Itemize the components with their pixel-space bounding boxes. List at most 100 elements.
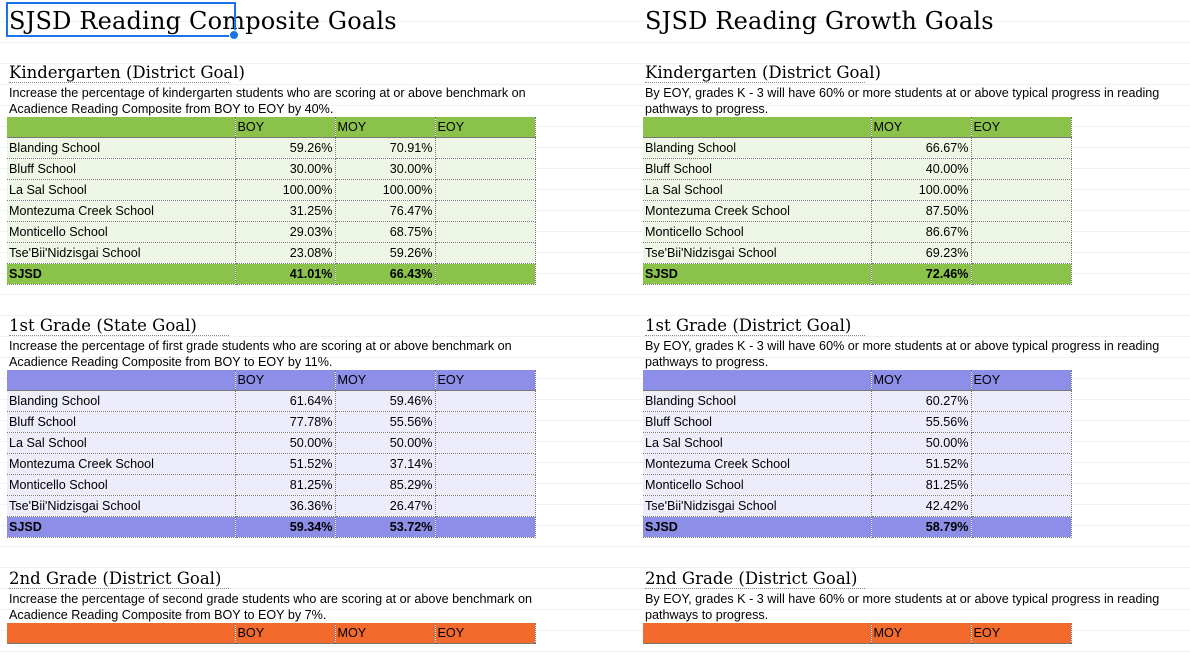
- growth-title[interactable]: SJSD Reading Growth Goals: [645, 7, 994, 35]
- school-name-cell[interactable]: Bluff School: [7, 158, 236, 180]
- header-cell[interactable]: [7, 117, 236, 138]
- section-description[interactable]: By EOY, grades K - 3 will have 60% or mo…: [645, 86, 1160, 116]
- school-name-cell[interactable]: SJSD: [7, 263, 236, 285]
- section-title[interactable]: 1st Grade (State Goal): [9, 315, 547, 337]
- value-cell[interactable]: [971, 179, 1072, 201]
- value-cell[interactable]: 76.47%: [335, 200, 436, 222]
- value-cell[interactable]: [971, 453, 1072, 475]
- section-description[interactable]: Increase the percentage of kindergarten …: [9, 86, 526, 116]
- header-cell[interactable]: [643, 117, 872, 138]
- header-cell[interactable]: BOY: [235, 623, 336, 644]
- value-cell[interactable]: [971, 432, 1072, 454]
- header-cell[interactable]: MOY: [335, 623, 436, 644]
- value-cell[interactable]: 55.56%: [871, 411, 972, 433]
- value-cell[interactable]: [971, 137, 1072, 159]
- school-name-cell[interactable]: Tse'Bii'Nidzisgai School: [643, 242, 872, 264]
- school-name-cell[interactable]: Monticello School: [643, 474, 872, 496]
- header-cell[interactable]: EOY: [971, 370, 1072, 391]
- value-cell[interactable]: 61.64%: [235, 390, 336, 412]
- value-cell[interactable]: 55.56%: [335, 411, 436, 433]
- value-cell[interactable]: 60.27%: [871, 390, 972, 412]
- value-cell[interactable]: 85.29%: [335, 474, 436, 496]
- school-name-cell[interactable]: Tse'Bii'Nidzisgai School: [643, 495, 872, 517]
- school-name-cell[interactable]: Blanding School: [7, 390, 236, 412]
- school-name-cell[interactable]: Blanding School: [7, 137, 236, 159]
- section-title[interactable]: Kindergarten (District Goal): [9, 62, 547, 84]
- header-cell[interactable]: EOY: [971, 117, 1072, 138]
- value-cell[interactable]: [435, 137, 536, 159]
- header-cell[interactable]: MOY: [335, 370, 436, 391]
- school-name-cell[interactable]: Montezuma Creek School: [643, 453, 872, 475]
- header-cell[interactable]: [7, 370, 236, 391]
- value-cell[interactable]: 37.14%: [335, 453, 436, 475]
- section-title[interactable]: Kindergarten (District Goal): [645, 62, 1183, 84]
- section-title[interactable]: 2nd Grade (District Goal): [645, 568, 1183, 590]
- value-cell[interactable]: [971, 242, 1072, 264]
- value-cell[interactable]: 31.25%: [235, 200, 336, 222]
- value-cell[interactable]: 86.67%: [871, 221, 972, 243]
- value-cell[interactable]: [971, 390, 1072, 412]
- school-name-cell[interactable]: Montezuma Creek School: [7, 453, 236, 475]
- section-title[interactable]: 2nd Grade (District Goal): [9, 568, 547, 590]
- value-cell[interactable]: 30.00%: [335, 158, 436, 180]
- value-cell[interactable]: 81.25%: [871, 474, 972, 496]
- value-cell[interactable]: 50.00%: [235, 432, 336, 454]
- header-cell[interactable]: [7, 623, 236, 644]
- header-cell[interactable]: MOY: [871, 623, 972, 644]
- value-cell[interactable]: 66.43%: [335, 263, 436, 285]
- section-title[interactable]: 1st Grade (District Goal): [645, 315, 1183, 337]
- header-cell[interactable]: [643, 623, 872, 644]
- value-cell[interactable]: 100.00%: [235, 179, 336, 201]
- school-name-cell[interactable]: Tse'Bii'Nidzisgai School: [7, 495, 236, 517]
- value-cell[interactable]: [971, 221, 1072, 243]
- school-name-cell[interactable]: La Sal School: [643, 179, 872, 201]
- header-cell[interactable]: MOY: [335, 117, 436, 138]
- value-cell[interactable]: 50.00%: [335, 432, 436, 454]
- value-cell[interactable]: 36.36%: [235, 495, 336, 517]
- composite-title[interactable]: SJSD Reading Composite Goals: [9, 7, 397, 35]
- value-cell[interactable]: 59.34%: [235, 516, 336, 538]
- value-cell[interactable]: [971, 474, 1072, 496]
- value-cell[interactable]: 40.00%: [871, 158, 972, 180]
- section-description[interactable]: By EOY, grades K - 3 will have 60% or mo…: [645, 592, 1160, 622]
- school-name-cell[interactable]: La Sal School: [643, 432, 872, 454]
- value-cell[interactable]: 29.03%: [235, 221, 336, 243]
- value-cell[interactable]: 87.50%: [871, 200, 972, 222]
- school-name-cell[interactable]: SJSD: [643, 516, 872, 538]
- value-cell[interactable]: [435, 200, 536, 222]
- value-cell[interactable]: 30.00%: [235, 158, 336, 180]
- value-cell[interactable]: 51.52%: [235, 453, 336, 475]
- selected-cell-outline[interactable]: [6, 2, 239, 40]
- school-name-cell[interactable]: Montezuma Creek School: [643, 200, 872, 222]
- value-cell[interactable]: 42.42%: [871, 495, 972, 517]
- value-cell[interactable]: [435, 179, 536, 201]
- header-cell[interactable]: BOY: [235, 370, 336, 391]
- value-cell[interactable]: [435, 390, 536, 412]
- header-cell[interactable]: EOY: [435, 117, 536, 138]
- value-cell[interactable]: [435, 411, 536, 433]
- value-cell[interactable]: 26.47%: [335, 495, 436, 517]
- school-name-cell[interactable]: Bluff School: [643, 411, 872, 433]
- school-name-cell[interactable]: Bluff School: [7, 411, 236, 433]
- value-cell[interactable]: 68.75%: [335, 221, 436, 243]
- value-cell[interactable]: [435, 242, 536, 264]
- value-cell[interactable]: 70.91%: [335, 137, 436, 159]
- value-cell[interactable]: 53.72%: [335, 516, 436, 538]
- section-description[interactable]: Increase the percentage of second grade …: [9, 592, 532, 622]
- header-cell[interactable]: MOY: [871, 117, 972, 138]
- value-cell[interactable]: 77.78%: [235, 411, 336, 433]
- school-name-cell[interactable]: Blanding School: [643, 137, 872, 159]
- value-cell[interactable]: 50.00%: [871, 432, 972, 454]
- school-name-cell[interactable]: Monticello School: [643, 221, 872, 243]
- value-cell[interactable]: [435, 495, 536, 517]
- value-cell[interactable]: [971, 411, 1072, 433]
- value-cell[interactable]: [435, 263, 536, 285]
- school-name-cell[interactable]: Monticello School: [7, 474, 236, 496]
- value-cell[interactable]: 59.26%: [335, 242, 436, 264]
- value-cell[interactable]: 41.01%: [235, 263, 336, 285]
- value-cell[interactable]: [971, 158, 1072, 180]
- section-description[interactable]: By EOY, grades K - 3 will have 60% or mo…: [645, 339, 1160, 369]
- value-cell[interactable]: 58.79%: [871, 516, 972, 538]
- value-cell[interactable]: 23.08%: [235, 242, 336, 264]
- header-cell[interactable]: [643, 370, 872, 391]
